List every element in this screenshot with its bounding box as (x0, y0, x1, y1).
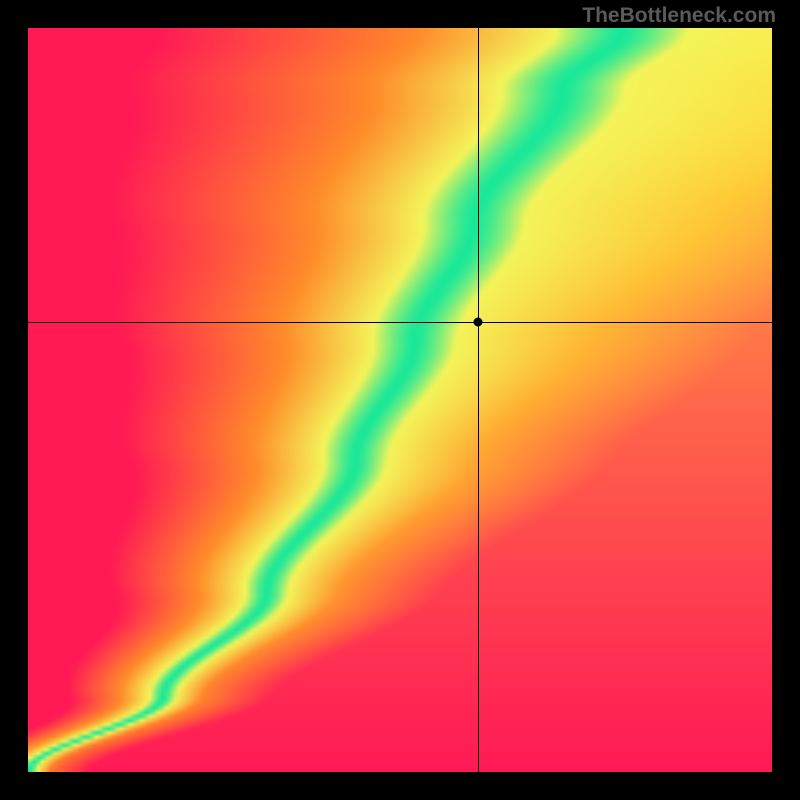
crosshair-horizontal (28, 322, 772, 323)
crosshair-vertical (478, 28, 479, 772)
heatmap-canvas (28, 28, 772, 772)
crosshair-marker-dot (474, 317, 483, 326)
watermark-text: TheBottleneck.com (582, 4, 776, 28)
heatmap-plot (28, 28, 772, 772)
